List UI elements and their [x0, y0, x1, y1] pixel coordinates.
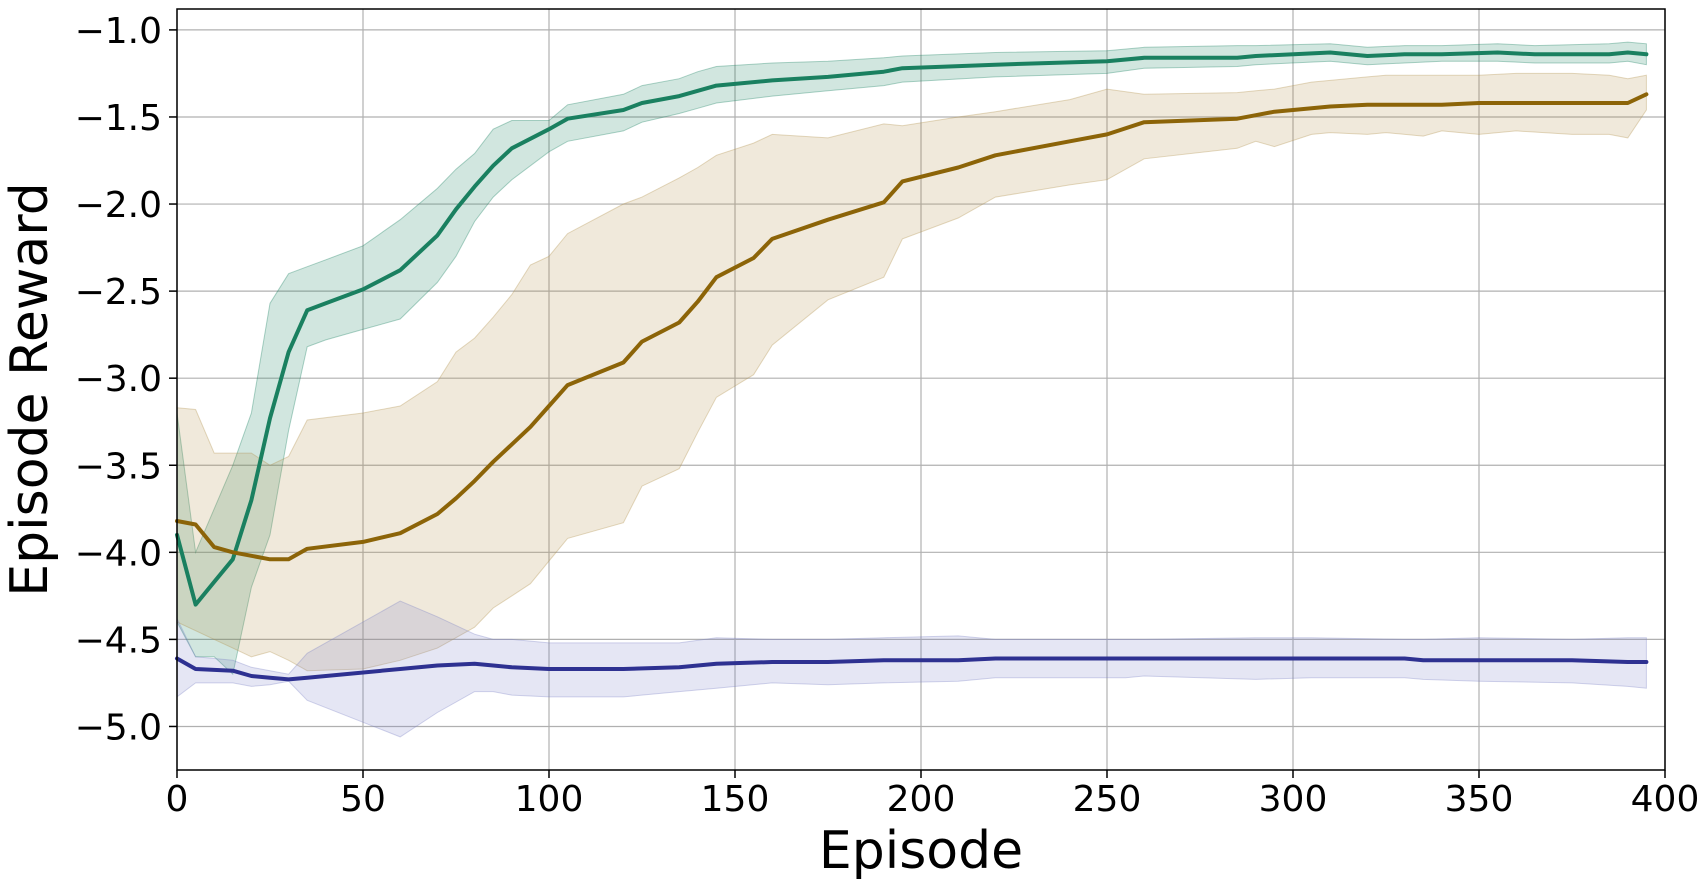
series-3-band: [176, 600, 1647, 738]
series-lines: [175, 50, 1649, 682]
x-tick-label: 200: [887, 779, 956, 820]
x-tick-label: 300: [1259, 779, 1328, 820]
confidence-bands: [176, 41, 1647, 738]
y-tick-label: −2.0: [75, 185, 162, 226]
x-tick-label: 150: [701, 779, 770, 820]
x-tick-label: 0: [166, 779, 189, 820]
series-2-band: [176, 72, 1647, 672]
x-tick-label: 250: [1073, 779, 1142, 820]
x-tick-label: 100: [515, 779, 584, 820]
series-3-line: [175, 656, 1649, 682]
x-tick-label: 350: [1445, 779, 1514, 820]
y-tick-label: −4.5: [75, 620, 162, 661]
series-2-line: [175, 92, 1649, 562]
x-tick-label: 50: [340, 779, 386, 820]
y-tick-label: −1.5: [75, 98, 162, 139]
series-1-band: [176, 41, 1647, 676]
series-1-line: [175, 50, 1649, 607]
x-axis-ticks: 0 50 100 150 200 250 300 350 400: [166, 770, 1700, 820]
y-tick-label: −3.5: [75, 446, 162, 487]
y-tick-label: −3.0: [75, 359, 162, 400]
y-axis-label: Episode Reward: [0, 182, 60, 596]
y-tick-label: −4.0: [75, 533, 162, 574]
y-tick-label: −5.0: [75, 707, 162, 748]
x-tick-label: 400: [1631, 779, 1700, 820]
x-axis-label: Episode: [819, 821, 1023, 880]
y-axis-ticks: −1.0 −1.5 −2.0 −2.5 −3.0 −3.5 −4.0 −4.5 −5.0: [75, 11, 177, 748]
y-tick-label: −1.0: [75, 11, 162, 52]
y-tick-label: −2.5: [75, 272, 162, 313]
